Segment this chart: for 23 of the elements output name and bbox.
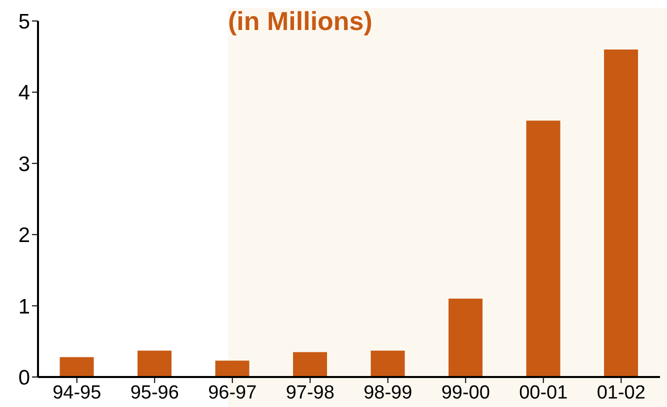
x-tick-label: 95-96: [130, 382, 179, 404]
y-tick-label: 1: [18, 295, 30, 318]
x-tick-label: 97-98: [286, 382, 334, 404]
bar: [215, 360, 250, 377]
y-tick-label: 4: [18, 82, 30, 105]
y-tick-label: 2: [18, 224, 30, 248]
bar: [138, 350, 172, 377]
x-tick-label: 94-95: [52, 382, 102, 404]
x-tick-label: 98-99: [364, 382, 412, 404]
x-tick-label: 01-02: [596, 382, 646, 404]
x-tick-label: 96-97: [208, 382, 257, 404]
bar: [370, 350, 405, 377]
y-tick-label: 0: [18, 366, 30, 390]
bar: [448, 298, 483, 377]
x-tick-label: 00-01: [519, 382, 568, 404]
bar: [526, 120, 560, 377]
chart-title: (in Millions): [228, 6, 372, 37]
y-tick-label: 3: [18, 152, 30, 176]
bar: [60, 357, 94, 377]
y-tick-label: 5: [18, 10, 30, 34]
bar: [604, 49, 638, 377]
bar: [293, 352, 328, 377]
x-tick-label: 99-00: [441, 382, 490, 404]
